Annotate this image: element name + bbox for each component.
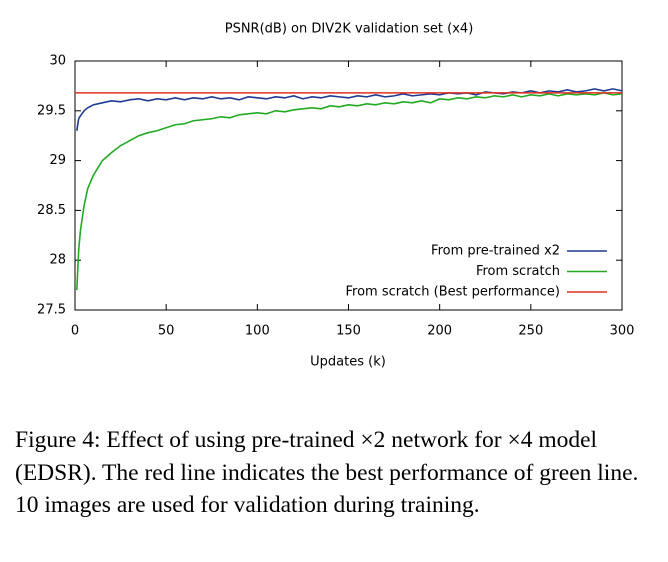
x-tick-label: 0 (71, 324, 79, 339)
y-tick-label: 30 (49, 54, 66, 69)
series-line (76, 92, 623, 291)
x-tick-label: 150 (336, 324, 361, 339)
x-tick-label: 200 (427, 324, 452, 339)
series-line (76, 88, 623, 131)
y-tick-label: 29 (49, 153, 66, 168)
x-tick-label: 250 (518, 324, 543, 339)
y-tick-label: 29.5 (37, 103, 66, 118)
figure-caption: Figure 4: Effect of using pre-trained ×2… (15, 427, 639, 518)
chart-title: PSNR(dB) on DIV2K validation set (x4) (225, 22, 474, 37)
chart: PSNR(dB) on DIV2K validation set (x4) Up… (37, 22, 635, 370)
x-axis-label: Updates (k) (310, 355, 386, 370)
legend-label: From scratch (Best performance) (345, 285, 560, 300)
y-tick-label: 28.5 (37, 203, 66, 218)
x-tick-label: 100 (245, 324, 270, 339)
legend-label: From pre-trained x2 (431, 244, 560, 259)
x-tick-label: 50 (158, 324, 175, 339)
y-tick-label: 28 (49, 253, 66, 268)
y-tick-label: 27.5 (37, 303, 66, 318)
x-tick-label: 300 (610, 324, 635, 339)
legend-label: From scratch (476, 264, 560, 279)
